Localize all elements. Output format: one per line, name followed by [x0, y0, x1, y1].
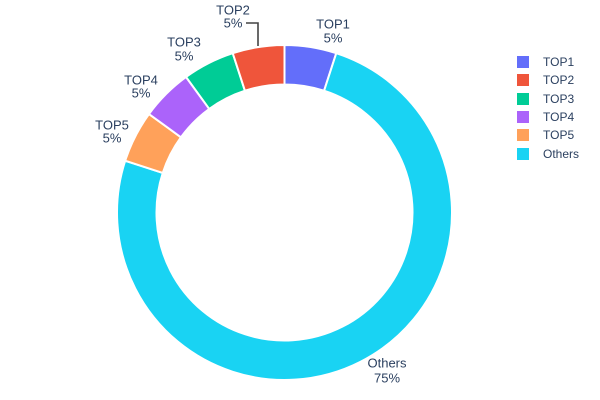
slice-pct-top3: 5% — [175, 49, 194, 64]
legend-item-top5[interactable]: TOP5 — [517, 126, 579, 144]
legend-swatch-top4 — [517, 111, 529, 124]
legend-swatch-top1 — [517, 56, 529, 69]
legend-label-top4: TOP4 — [543, 110, 575, 125]
slice-label-top3: TOP3 — [167, 35, 201, 50]
legend-item-others[interactable]: Others — [517, 144, 579, 162]
pie-slice-top2[interactable] — [231, 44, 286, 92]
slice-pct-others: 75% — [374, 371, 400, 386]
legend-swatch-others — [517, 147, 529, 160]
legend-item-top1[interactable]: TOP1 — [517, 53, 579, 71]
slice-label-others: Others — [367, 356, 407, 371]
legend-label-top1: TOP1 — [543, 55, 575, 70]
legend-swatch-top2 — [517, 74, 529, 87]
slice-pct-top5: 5% — [103, 131, 122, 146]
slice-pct-top2: 5% — [224, 16, 243, 31]
slice-label-top2: TOP2 — [216, 3, 250, 18]
slice-pct-top4: 5% — [132, 86, 151, 101]
legend-label-top3: TOP3 — [543, 91, 575, 106]
legend-swatch-top3 — [517, 92, 529, 105]
legend: TOP1 TOP2 TOP3 TOP4 TOP5 Others — [517, 53, 579, 163]
legend-item-top3[interactable]: TOP3 — [517, 90, 579, 108]
slice-label-top4: TOP4 — [124, 73, 158, 88]
label-line-top2 — [246, 22, 259, 46]
legend-item-top4[interactable]: TOP4 — [517, 108, 579, 126]
pie-slice-others[interactable] — [116, 52, 453, 381]
legend-swatch-top5 — [517, 129, 529, 142]
legend-label-top2: TOP2 — [543, 73, 575, 88]
slice-label-top5: TOP5 — [95, 118, 129, 133]
slice-pct-top1: 5% — [324, 31, 343, 46]
legend-item-top2[interactable]: TOP2 — [517, 71, 579, 89]
legend-label-top5: TOP5 — [543, 128, 575, 143]
legend-label-others: Others — [543, 146, 580, 161]
slice-label-top1: TOP1 — [316, 17, 350, 32]
